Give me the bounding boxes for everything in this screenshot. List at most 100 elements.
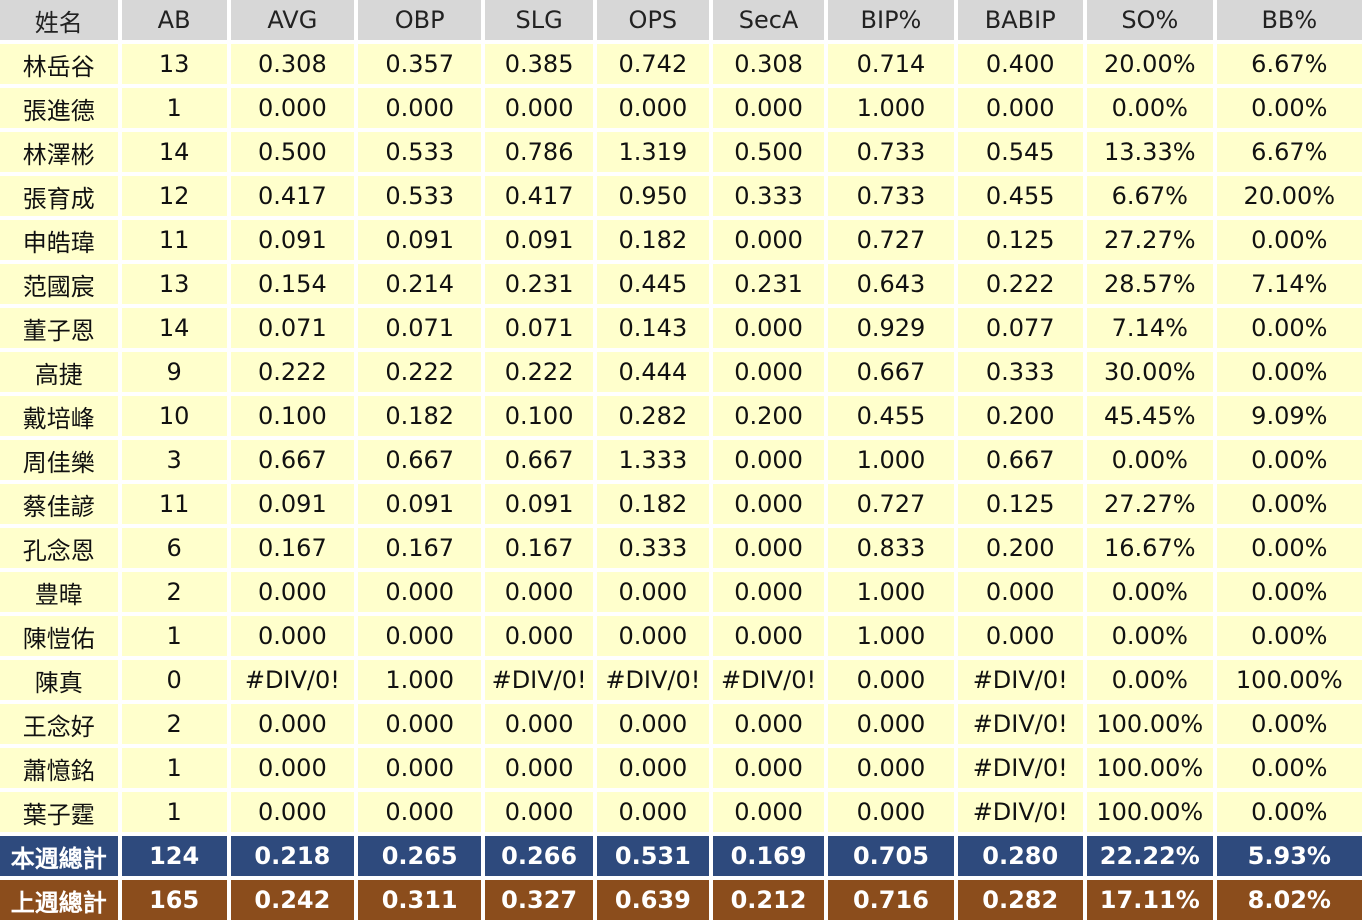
table-row: 張育成 12 0.417 0.533 0.417 0.950 0.333 0.733 0.455…	[0, 176, 1362, 216]
cell-bb-pct: 0.00%	[1216, 748, 1362, 788]
cell-seca: 0.000	[712, 572, 825, 612]
cell-slg: 0.091	[485, 484, 594, 524]
cell-babip: 0.545	[957, 132, 1083, 172]
cell-bb-pct: 6.67%	[1216, 132, 1362, 172]
cell-player-name: 林澤彬	[0, 132, 118, 172]
cell-player-name: 張進德	[0, 88, 118, 128]
cell-player-name: 周佳樂	[0, 440, 118, 480]
cell-avg: 0.000	[230, 88, 355, 128]
cell-ops: #DIV/0!	[597, 660, 709, 700]
cell-ops: 0.282	[597, 396, 709, 436]
cell-obp: 0.000	[358, 616, 482, 656]
cell-seca: 0.000	[712, 352, 825, 392]
cell-babip: 0.222	[957, 264, 1083, 304]
cell-avg: 0.154	[230, 264, 355, 304]
cell-ops: 0.000	[597, 704, 709, 744]
cell-avg: 0.071	[230, 308, 355, 348]
header-row: 姓名 AB AVG OBP SLG OPS SecA BIP% BABIP SO…	[0, 0, 1362, 40]
header-so-pct[interactable]: SO%	[1086, 0, 1213, 40]
cell-babip: 0.125	[957, 484, 1083, 524]
cell-babip: 0.077	[957, 308, 1083, 348]
cell-bb-pct: 0.00%	[1216, 792, 1362, 832]
cell-bb-pct: 0.00%	[1216, 484, 1362, 524]
table-row: 戴培峰 10 0.100 0.182 0.100 0.282 0.200 0.455 0.200…	[0, 396, 1362, 436]
cell-ab: 9	[121, 352, 227, 392]
cell-ab: 124	[121, 836, 227, 876]
header-avg[interactable]: AVG	[230, 0, 355, 40]
cell-babip: 0.282	[957, 880, 1083, 920]
cell-bb-pct: 0.00%	[1216, 440, 1362, 480]
cell-seca: 0.000	[712, 308, 825, 348]
cell-bb-pct: 6.67%	[1216, 44, 1362, 84]
cell-bb-pct: 0.00%	[1216, 352, 1362, 392]
cell-avg: #DIV/0!	[230, 660, 355, 700]
cell-so-pct: 100.00%	[1086, 748, 1213, 788]
cell-obp: 0.091	[358, 220, 482, 260]
cell-bb-pct: 20.00%	[1216, 176, 1362, 216]
cell-bb-pct: 0.00%	[1216, 616, 1362, 656]
cell-so-pct: 17.11%	[1086, 880, 1213, 920]
cell-so-pct: 30.00%	[1086, 352, 1213, 392]
cell-avg: 0.091	[230, 484, 355, 524]
table-row: 范國宸 13 0.154 0.214 0.231 0.445 0.231 0.643 0.222…	[0, 264, 1362, 304]
header-ab[interactable]: AB	[121, 0, 227, 40]
cell-bb-pct: 100.00%	[1216, 660, 1362, 700]
cell-player-name: 高捷	[0, 352, 118, 392]
table-row: 陳愷佑 1 0.000 0.000 0.000 0.000 0.000 1.000 0.000 0…	[0, 616, 1362, 656]
cell-ops: 0.000	[597, 792, 709, 832]
cell-obp: 0.000	[358, 572, 482, 612]
table-row: 陳真 0 #DIV/0! 1.000 #DIV/0! #DIV/0! #DIV/0! 0.00…	[0, 660, 1362, 700]
cell-bip-pct: 0.455	[828, 396, 954, 436]
cell-player-name: 范國宸	[0, 264, 118, 304]
cell-player-name: 孔念恩	[0, 528, 118, 568]
cell-ab: 1	[121, 748, 227, 788]
cell-bb-pct: 7.14%	[1216, 264, 1362, 304]
header-seca[interactable]: SecA	[712, 0, 825, 40]
table-row: 林岳谷 13 0.308 0.357 0.385 0.742 0.308 0.714 0.400…	[0, 44, 1362, 84]
table-row: 張進德 1 0.000 0.000 0.000 0.000 0.000 1.000 0.000 0…	[0, 88, 1362, 128]
cell-obp: 0.182	[358, 396, 482, 436]
cell-slg: 0.266	[485, 836, 594, 876]
cell-seca: 0.231	[712, 264, 825, 304]
cell-obp: 0.214	[358, 264, 482, 304]
cell-seca: 0.000	[712, 440, 825, 480]
cell-avg: 0.500	[230, 132, 355, 172]
cell-ops: 0.333	[597, 528, 709, 568]
cell-player-name: 戴培峰	[0, 396, 118, 436]
cell-avg: 0.308	[230, 44, 355, 84]
cell-ops: 1.319	[597, 132, 709, 172]
header-slg[interactable]: SLG	[485, 0, 594, 40]
cell-player-name: 陳愷佑	[0, 616, 118, 656]
cell-obp: 0.091	[358, 484, 482, 524]
cell-slg: 0.100	[485, 396, 594, 436]
header-ops[interactable]: OPS	[597, 0, 709, 40]
cell-ab: 10	[121, 396, 227, 436]
table-row: 申皓瑋 11 0.091 0.091 0.091 0.182 0.000 0.727 0.125…	[0, 220, 1362, 260]
cell-seca: 0.200	[712, 396, 825, 436]
cell-avg: 0.218	[230, 836, 355, 876]
cell-babip: 0.000	[957, 616, 1083, 656]
cell-so-pct: 0.00%	[1086, 572, 1213, 612]
cell-babip: 0.280	[957, 836, 1083, 876]
cell-avg: 0.000	[230, 572, 355, 612]
header-obp[interactable]: OBP	[358, 0, 482, 40]
table-row: 豊暐 2 0.000 0.000 0.000 0.000 0.000 1.000 0.000 0.…	[0, 572, 1362, 612]
cell-slg: 0.167	[485, 528, 594, 568]
cell-so-pct: 0.00%	[1086, 616, 1213, 656]
cell-ab: 14	[121, 308, 227, 348]
header-name[interactable]: 姓名	[0, 0, 118, 40]
header-bip-pct[interactable]: BIP%	[828, 0, 954, 40]
header-bb-pct[interactable]: BB%	[1216, 0, 1362, 40]
cell-bip-pct: 0.727	[828, 484, 954, 524]
cell-bip-pct: 1.000	[828, 572, 954, 612]
cell-ops: 0.182	[597, 220, 709, 260]
cell-ops: 0.445	[597, 264, 709, 304]
cell-bip-pct: 0.000	[828, 748, 954, 788]
cell-slg: 0.385	[485, 44, 594, 84]
cell-babip: #DIV/0!	[957, 660, 1083, 700]
cell-ab: 165	[121, 880, 227, 920]
cell-player-name: 上週總計	[0, 880, 118, 920]
cell-obp: 0.000	[358, 88, 482, 128]
cell-bip-pct: 0.705	[828, 836, 954, 876]
header-babip[interactable]: BABIP	[957, 0, 1083, 40]
